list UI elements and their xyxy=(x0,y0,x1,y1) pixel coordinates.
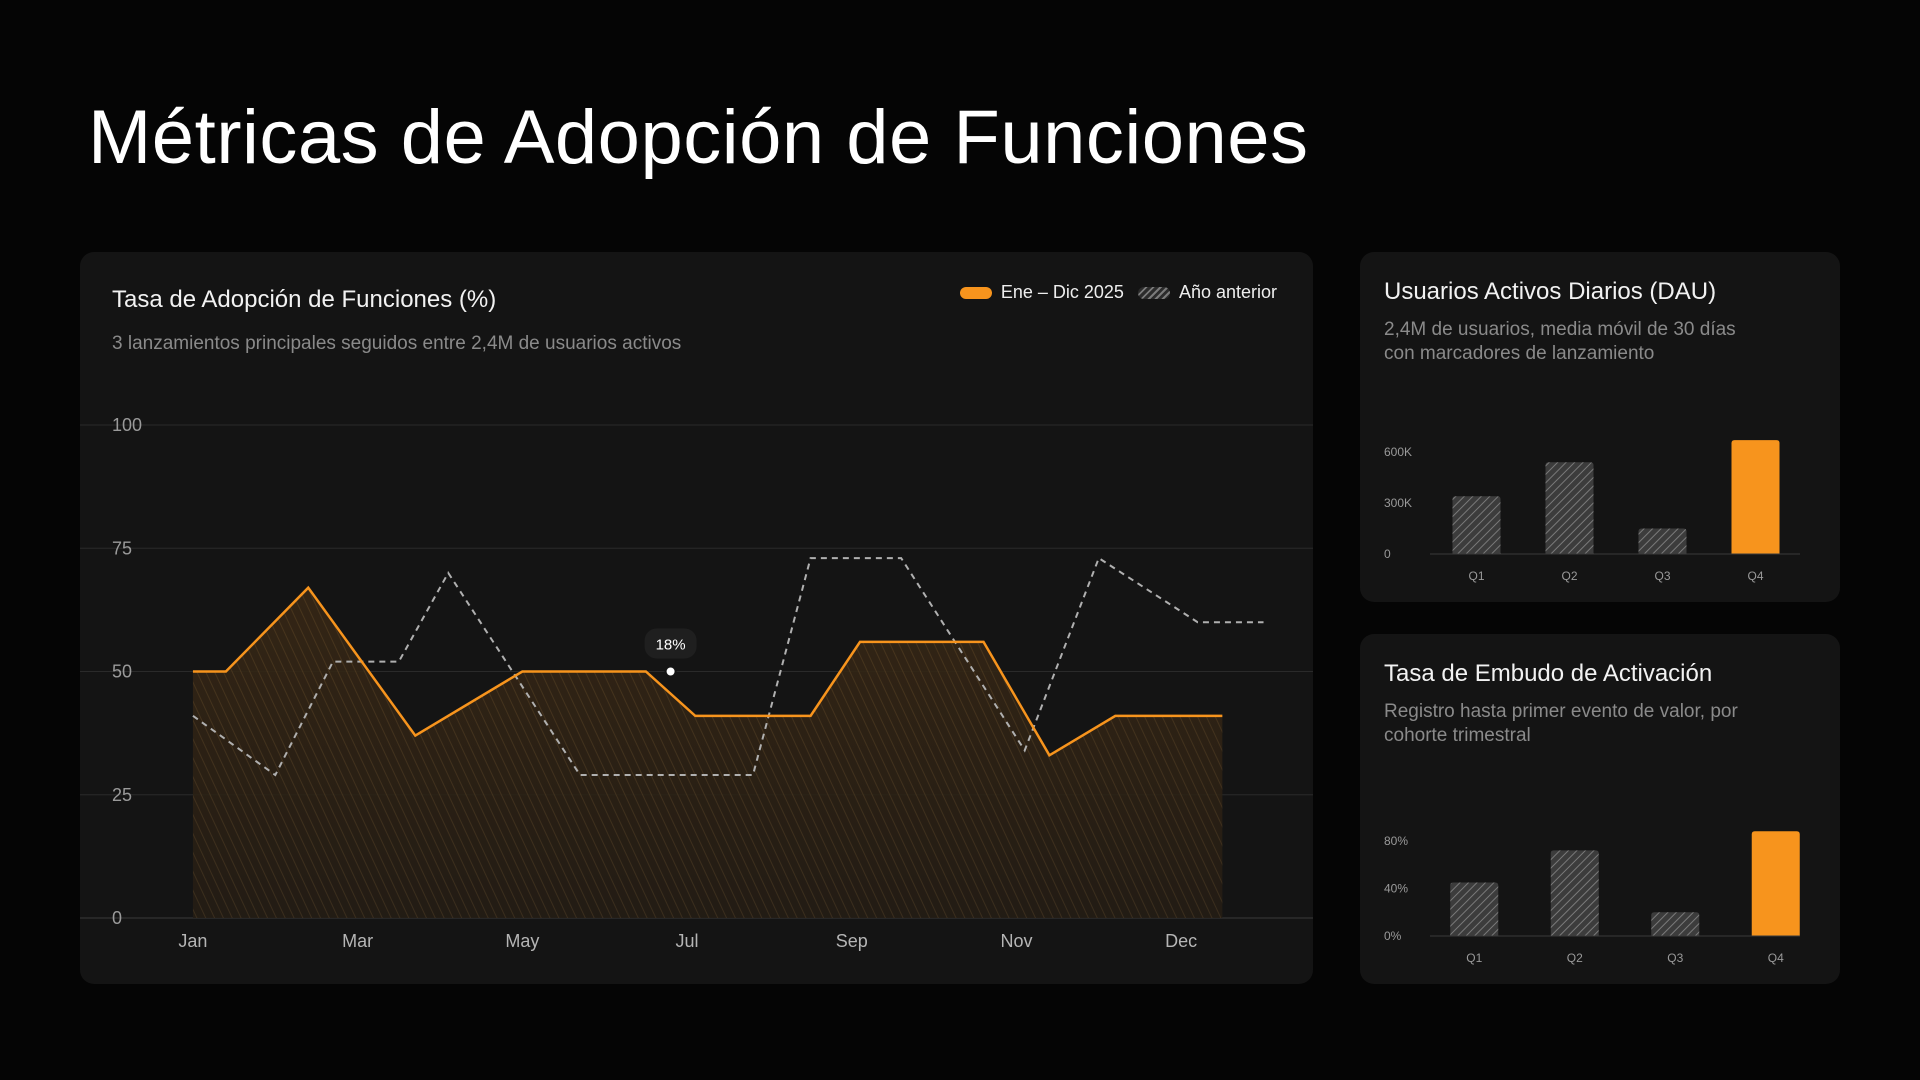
dau-chart-title: Usuarios Activos Diarios (DAU) xyxy=(1384,278,1717,305)
funnel-chart-title: Tasa de Embudo de Activación xyxy=(1384,660,1713,687)
bar-q1 xyxy=(1450,882,1499,936)
current-year-line xyxy=(192,585,1223,758)
dau-card: Usuarios Activos Diarios (DAU) 2,4M de u… xyxy=(1360,252,1840,602)
bar-q2 xyxy=(1550,850,1599,936)
x-tick-label: Q4 xyxy=(1768,951,1784,965)
dau-subtitle-line2: con marcadores de lanzamiento xyxy=(1384,343,1655,364)
x-tick-label: Q3 xyxy=(1667,951,1683,965)
y-tick-label: 0 xyxy=(1384,547,1391,561)
x-tick-label: Q2 xyxy=(1567,951,1583,965)
tooltip-bubble xyxy=(644,628,697,659)
y-tick-label: 75 xyxy=(112,538,132,558)
legend-item-current[interactable]: Ene – Dic 2025 xyxy=(959,282,1124,303)
y-tick-label: 300K xyxy=(1384,496,1412,510)
x-tick-label: Jul xyxy=(676,931,699,951)
adoption-chart-subtitle: 3 lanzamientos principales seguidos entr… xyxy=(112,333,682,354)
current-series-area-tint xyxy=(192,587,1223,918)
x-tick-label: Dec xyxy=(1165,931,1197,951)
tooltip-point xyxy=(664,665,677,678)
adoption-chart-title: Tasa de Adopción de Funciones (%) xyxy=(112,286,497,313)
funnel-bar-chart: 0% 40% 80% Q1 Q2 Q3 Q4 xyxy=(1384,831,1800,965)
x-tick-label: May xyxy=(505,931,539,951)
page-title: Métricas de Adopción de Funciones xyxy=(88,95,1309,180)
legend-item-previous[interactable]: Año anterior xyxy=(1137,282,1277,303)
x-tick-label: Sep xyxy=(836,931,868,951)
y-tick-label: 0% xyxy=(1384,929,1402,943)
dau-subtitle-line1: 2,4M de usuarios, media móvil de 30 días xyxy=(1384,319,1736,340)
x-tick-label: Jan xyxy=(178,931,207,951)
bar-q4 xyxy=(1731,440,1780,554)
legend-swatch-hatched xyxy=(1137,286,1170,299)
y-tick-label: 25 xyxy=(112,785,132,805)
chart-legend: Ene – Dic 2025 Año anterior xyxy=(959,282,1277,303)
bar-q2 xyxy=(1545,462,1594,554)
y-tick-label: 100 xyxy=(112,415,142,435)
bar-q4 xyxy=(1751,831,1800,936)
x-tick-label: Mar xyxy=(342,931,373,951)
funnel-subtitle-line1: Registro hasta primer evento de valor, p… xyxy=(1384,701,1738,722)
tooltip-label: 18% xyxy=(656,637,686,654)
y-tick-label: 0 xyxy=(112,908,122,928)
funnel-subtitle-line2: cohorte trimestral xyxy=(1384,725,1531,746)
legend-label-current: Ene – Dic 2025 xyxy=(1000,282,1124,302)
dau-bar-chart: 0 300K 600K Q1 Q2 Q3 Q4 xyxy=(1384,440,1800,583)
y-tick-label: 40% xyxy=(1384,881,1408,895)
x-tick-label: Q1 xyxy=(1468,569,1484,583)
x-tick-label: Q3 xyxy=(1654,569,1670,583)
x-tick-label: Nov xyxy=(1000,931,1032,951)
x-tick-label: Q2 xyxy=(1561,569,1577,583)
activation-funnel-card: Tasa de Embudo de Activación Registro ha… xyxy=(1360,634,1840,984)
legend-swatch-orange xyxy=(959,286,992,299)
bar-q1 xyxy=(1452,496,1501,554)
x-tick-label: Q1 xyxy=(1466,951,1482,965)
y-tick-label: 600K xyxy=(1384,445,1412,459)
y-tick-label: 50 xyxy=(112,662,132,682)
funnel-chart-subtitle: Registro hasta primer evento de valor, p… xyxy=(1384,700,1738,748)
legend-label-previous: Año anterior xyxy=(1178,282,1277,302)
adoption-rate-card: Tasa de Adopción de Funciones (%) 3 lanz… xyxy=(80,252,1313,984)
adoption-line-chart: 0 25 50 75 100 Jan Mar May Jul Sep Nov Dec 18% xyxy=(80,415,1313,951)
bar-q3 xyxy=(1651,912,1700,936)
bar-q3 xyxy=(1638,528,1687,554)
y-tick-label: 80% xyxy=(1384,834,1408,848)
dau-chart-subtitle: 2,4M de usuarios, media móvil de 30 días… xyxy=(1384,318,1736,366)
x-tick-label: Q4 xyxy=(1747,569,1763,583)
